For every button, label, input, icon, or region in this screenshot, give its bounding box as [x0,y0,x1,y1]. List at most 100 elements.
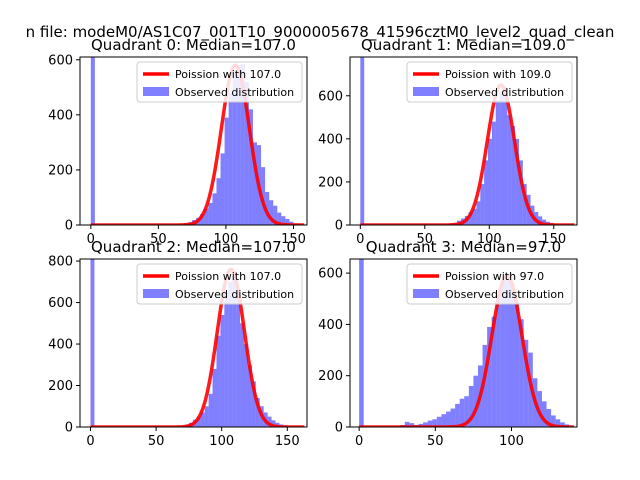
histogram-bar [269,200,274,225]
legend-label: Observed distribution [445,288,564,301]
histogram-bar [265,191,270,225]
x-tick-label: 0 [355,434,363,449]
legend: Poission with 97.0 Observed distribution [406,263,573,305]
subplot-title: Quadrant 0: Median=107.0 [91,36,296,54]
histogram-bar [476,201,481,225]
plot-area [90,57,305,225]
legend-label: Poission with 107.0 [175,68,281,81]
poisson-curve [90,267,305,427]
y-tick-label: 0 [335,219,343,234]
histogram-bar [496,293,501,427]
histogram-bar [251,381,256,427]
histogram-bar [208,202,213,225]
x-tick-label: 50 [148,434,165,449]
legend-swatch-patch [413,87,439,96]
subplot-quadrant-2: 0 50 100 150 0 200 400 600 800 Quadrant 2: Median… [48,238,308,449]
axes-frame [79,56,308,226]
histogram-bar [240,63,245,225]
axes-frame [79,258,308,428]
y-tick-label: 600 [48,296,73,311]
plot-area [360,57,575,225]
poisson-curve [360,83,575,225]
y-tick-label: 600 [318,89,343,104]
histogram-bar [459,398,465,427]
histogram-bar [551,415,556,427]
histogram-bar [409,423,414,427]
histogram-bar [546,409,552,427]
histogram-bar [232,273,237,427]
y-tick-label: 400 [318,132,343,147]
histogram-bar [514,301,520,427]
x-tick-label: 150 [281,232,306,247]
histogram-bar [499,91,504,225]
legend-box [136,263,303,305]
x-tick-label: 0 [86,434,94,449]
subplot-title: Quadrant 2: Median=107.0 [91,238,296,256]
legend-label: Poission with 97.0 [445,270,544,283]
legend-box [406,61,573,103]
legend-label: Poission with 109.0 [445,68,551,81]
legend-swatch-patch [143,289,169,298]
histogram-bar [482,344,488,427]
legend: Poission with 109.0 Observed distribution [406,61,573,103]
subplot-title: Quadrant 1: Median=109.0 [361,36,566,54]
histogram-bar [507,115,512,225]
y-tick-label: 0 [335,421,343,436]
histogram-bar [436,416,442,427]
y-tick-label: 0 [65,219,73,234]
histogram-bar [212,368,217,427]
histogram-bar [224,117,229,225]
x-tick-label: 100 [499,434,524,449]
histogram-bar [90,57,95,225]
histogram-bar [216,335,221,427]
histogram-bar [505,273,510,427]
histogram-bar [487,326,492,427]
subplot-title: Quadrant 3: Median=97.0 [366,238,561,256]
plot-area [359,259,574,427]
histogram-bar [360,57,365,225]
histogram-bar [212,193,217,225]
histogram-bar [208,393,213,427]
histogram-bar [464,396,469,427]
y-tick-label: 0 [65,421,73,436]
y-tick-label: 200 [318,369,343,384]
histogram-bar [441,414,446,427]
x-tick-label: 100 [214,232,239,247]
histogram-bar [445,411,451,427]
x-tick-label: 150 [541,232,566,247]
histogram-bar [468,212,473,225]
histogram-bar [538,216,543,225]
histogram-bar [455,403,460,427]
x-tick-label: 50 [427,434,444,449]
legend: Poission with 107.0 Observed distribution [136,61,303,103]
histogram-bar [204,406,209,427]
histogram-bar [560,422,565,427]
subplot-quadrant-3: 0 50 100 0 200 400 600 Quadrant 3: Median=97.0 P… [318,238,578,449]
histogram-bar [555,419,561,427]
legend-box [406,263,573,305]
histogram-bar [236,292,241,427]
histogram-bar [261,167,266,225]
y-tick-label: 400 [48,108,73,123]
histogram-bar [484,160,489,225]
x-tick-label: 50 [417,232,434,247]
histogram-bar [196,416,201,427]
legend-swatch-patch [143,87,169,96]
histogram-bar [423,422,428,427]
histogram-bar [200,412,205,427]
histogram-bar [285,218,290,225]
y-tick-label: 400 [318,318,343,333]
histogram-bar [359,259,364,427]
histogram-bar [515,138,519,225]
y-tick-label: 400 [48,338,73,353]
histogram-bar [473,375,478,427]
legend-swatch-patch [413,289,439,298]
histogram-bar [523,339,529,427]
legend-box [136,61,303,103]
histogram-bar [509,283,515,427]
histogram-bar [519,319,524,427]
histogram-bar [480,184,485,225]
y-tick-label: 800 [48,255,73,270]
axes-frame [349,56,578,226]
